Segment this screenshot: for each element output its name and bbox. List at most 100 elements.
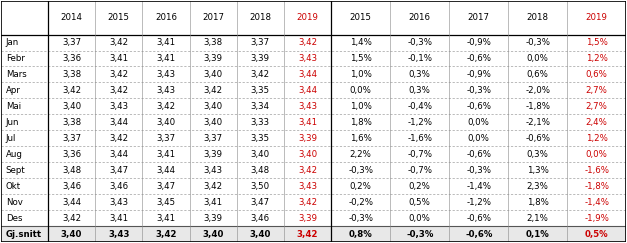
Bar [284,51,331,67]
Text: 3,39: 3,39 [204,54,223,63]
Text: 3,42: 3,42 [297,230,319,239]
Bar [189,1,237,35]
Text: 3,34: 3,34 [251,102,270,111]
Text: -0,9%: -0,9% [466,38,491,47]
Bar [95,67,142,82]
Bar [450,146,508,162]
Text: 3,43: 3,43 [156,70,176,79]
Text: 3,44: 3,44 [298,70,317,79]
Text: 2,7%: 2,7% [586,102,608,111]
Bar [95,1,142,35]
Bar [237,210,284,226]
Text: 3,44: 3,44 [156,166,176,175]
Text: Febr: Febr [6,54,24,63]
Bar [567,210,626,226]
Bar [237,226,284,242]
Text: 3,42: 3,42 [109,134,129,143]
Text: 3,42: 3,42 [109,38,129,47]
Bar [1,162,48,178]
Text: 3,47: 3,47 [109,166,129,175]
Text: -0,7%: -0,7% [407,166,432,175]
Bar [567,67,626,82]
Text: 3,40: 3,40 [203,230,224,239]
Text: 0,0%: 0,0% [350,86,372,95]
Text: 3,41: 3,41 [156,38,176,47]
Bar [48,1,95,35]
Bar [142,35,189,51]
Bar [48,162,95,178]
Bar [142,210,189,226]
Text: 3,42: 3,42 [298,38,317,47]
Text: 0,3%: 0,3% [409,70,431,79]
Bar [450,98,508,114]
Text: 3,46: 3,46 [251,214,270,223]
Bar [189,226,237,242]
Text: -1,8%: -1,8% [584,182,609,191]
Bar [95,178,142,194]
Text: Jun: Jun [6,118,19,127]
Text: 3,37: 3,37 [62,134,81,143]
Bar [237,67,284,82]
Bar [390,130,450,146]
Bar [508,226,567,242]
Bar [508,162,567,178]
Text: 3,42: 3,42 [298,198,317,207]
Bar [48,146,95,162]
Text: -0,6%: -0,6% [465,230,492,239]
Bar [189,210,237,226]
Bar [508,194,567,210]
Text: 3,42: 3,42 [62,214,81,223]
Text: 0,2%: 0,2% [409,182,431,191]
Text: -1,4%: -1,4% [584,198,609,207]
Text: -0,9%: -0,9% [466,70,491,79]
Text: 2015: 2015 [350,13,372,22]
Text: 1,3%: 1,3% [527,166,549,175]
Bar [284,1,331,35]
Text: 3,39: 3,39 [298,134,317,143]
Bar [48,51,95,67]
Text: 3,41: 3,41 [156,54,176,63]
Bar [95,210,142,226]
Bar [95,146,142,162]
Bar [1,67,48,82]
Text: 3,46: 3,46 [109,182,129,191]
Bar [450,130,508,146]
Text: 3,40: 3,40 [251,150,270,159]
Text: -0,4%: -0,4% [407,102,432,111]
Bar [567,194,626,210]
Text: 0,0%: 0,0% [468,134,490,143]
Bar [1,146,48,162]
Text: 3,43: 3,43 [109,102,129,111]
Bar [95,194,142,210]
Bar [567,35,626,51]
Bar [331,35,390,51]
Bar [48,82,95,98]
Bar [237,146,284,162]
Bar [237,194,284,210]
Bar [142,226,189,242]
Bar [390,82,450,98]
Text: 0,6%: 0,6% [527,70,549,79]
Bar [142,51,189,67]
Text: Gj.snitt: Gj.snitt [6,230,42,239]
Bar [1,51,48,67]
Text: -1,2%: -1,2% [466,198,492,207]
Text: 3,41: 3,41 [204,198,223,207]
Text: Jan: Jan [6,38,19,47]
Text: Mars: Mars [6,70,26,79]
Bar [95,226,142,242]
Text: 1,0%: 1,0% [350,102,372,111]
Bar [390,146,450,162]
Text: 1,5%: 1,5% [586,38,608,47]
Text: Nov: Nov [6,198,23,207]
Text: 2016: 2016 [155,13,177,22]
Bar [390,51,450,67]
Bar [189,82,237,98]
Bar [142,114,189,130]
Text: 2016: 2016 [409,13,431,22]
Text: 3,42: 3,42 [156,102,176,111]
Text: Mai: Mai [6,102,21,111]
Bar [284,114,331,130]
Bar [142,146,189,162]
Bar [48,226,95,242]
